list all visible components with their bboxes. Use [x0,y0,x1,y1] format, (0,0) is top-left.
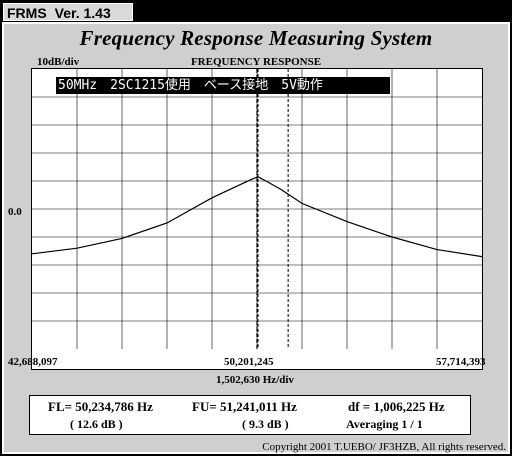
readout-box: FL= 50,234,786 Hz ( 12.6 dB ) FU= 51,241… [29,395,471,435]
fu-db-readout: ( 9.3 dB ) [242,417,289,431]
memo-field[interactable]: 50MHz 2SC1215使用 ベース接地 5V動作 [56,77,390,94]
averaging-readout: Averaging 1 / 1 [346,417,423,431]
fl-readout: FL= 50,234,786 Hz [48,399,153,414]
x-start-label: 42,688,097 [8,356,58,368]
fu-readout: FU= 51,241,011 Hz [192,399,297,414]
chart-title: FREQUENCY RESPONSE [190,56,322,68]
x-per-div-label: 1,502,630 Hz/div [216,374,294,386]
df-readout: df = 1,006,225 Hz [348,399,445,414]
plot-area [31,68,483,370]
x-end-label: 57,714,393 [436,356,486,368]
response-curve [32,176,483,258]
app-name: FRMS [7,5,47,21]
fl-db-readout: ( 12.6 dB ) [70,417,123,431]
app-version: Ver. 1.43 [54,5,111,21]
app-title: Frequency Response Measuring System [79,26,433,50]
ref-level-label: 0.0 [8,206,22,218]
window-titlebar[interactable]: FRMS Ver. 1.43 [3,3,133,21]
plot-svg [32,69,483,349]
x-center-label: 50,201,245 [224,356,274,368]
copyright-text: Copyright 2001 T.UEBO/ JF3HZB, All right… [262,441,506,453]
scale-label: 10dB/div [37,56,80,68]
